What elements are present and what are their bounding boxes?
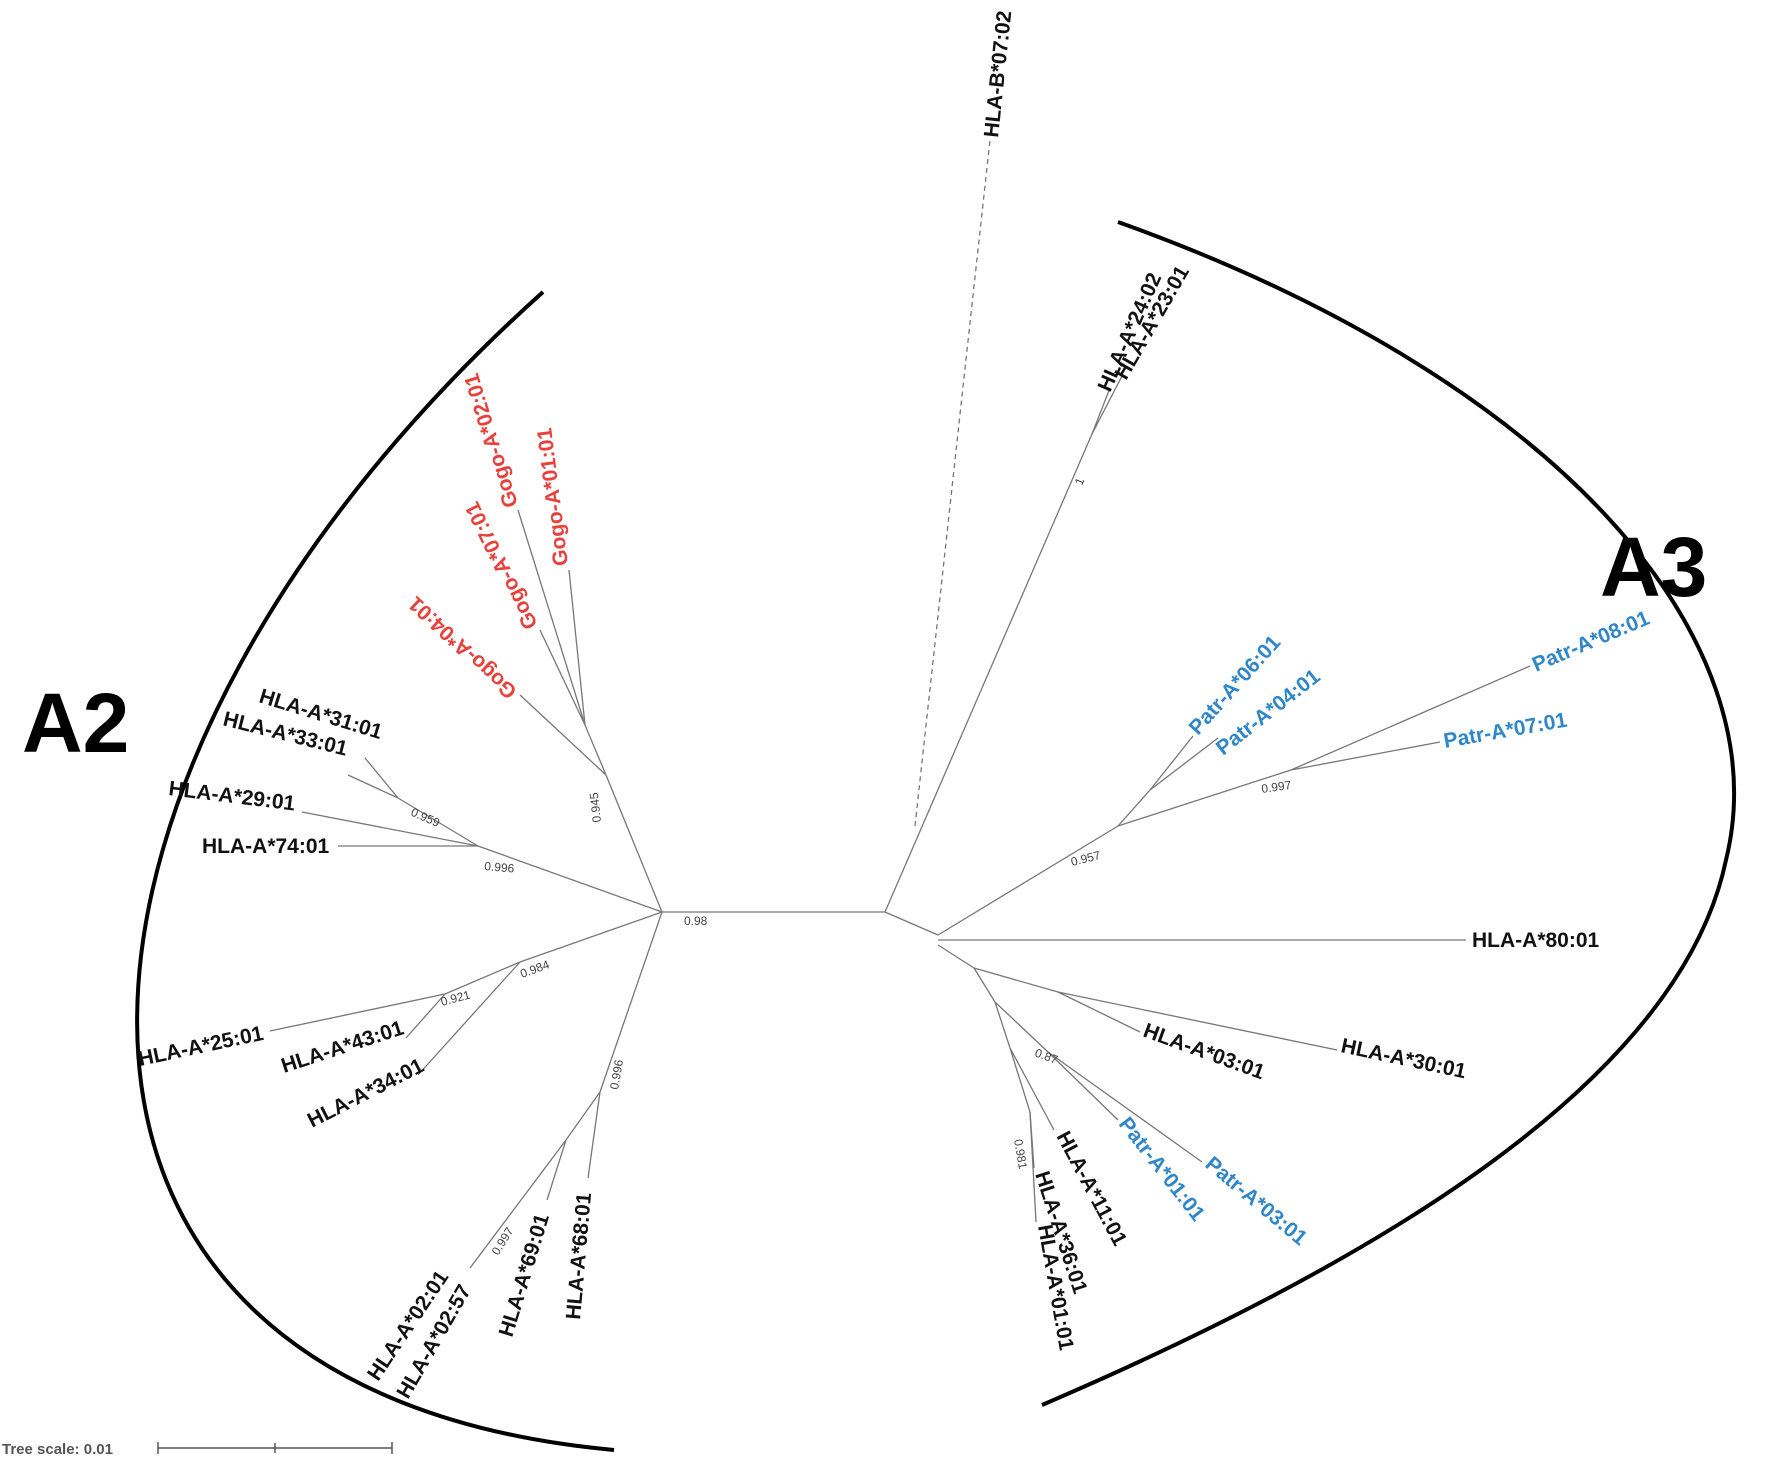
branch-right-up (884, 433, 1093, 913)
branch-a0301 (1057, 991, 1141, 1033)
branch-left-upper (605, 774, 663, 913)
leaf-patr-a0801: Patr-A*08:01 (1529, 607, 1653, 677)
branch-a02 (469, 1139, 567, 1269)
support-a43-a34: 0.921 (439, 988, 472, 1009)
support-a03-patr: 0.87 (1033, 1046, 1060, 1067)
clade-arc-a3 (1041, 220, 1736, 1407)
leaf-hla-a3001: HLA-A*30:01 (1339, 1034, 1469, 1083)
leaf-hla-a0301: HLA-A*03:01 (1140, 1019, 1268, 1084)
branch-patr-0801 (1290, 665, 1531, 771)
leaf-patr-a0701: Patr-A*07:01 (1442, 709, 1569, 753)
branch-a30-group (973, 967, 1059, 993)
leaf-hla-a7401: HLA-A*74:01 (202, 835, 330, 858)
leaf-gogo-a0101: Gogo-A*01:01 (533, 426, 573, 567)
support-a69-a02: 0.997 (489, 1224, 517, 1257)
branch-patr-group (937, 825, 1119, 936)
branch-gogo-0701 (539, 629, 586, 726)
branch-patr-0601-0401 (1117, 789, 1151, 827)
branch-a31-a33 (397, 797, 479, 847)
branch-left-a29-group (477, 845, 663, 913)
leaf-gogo-a0701: Gogo-A*07:01 (461, 498, 543, 633)
tree-scale: Tree scale: 0.01 (2, 1441, 393, 1457)
support-values: 0.98 1 0.957 0.997 0.87 0.981 0.945 0.95… (409, 475, 1293, 1257)
branch-left-a25-group (519, 911, 663, 963)
clade-label-a3: A3 (1600, 520, 1707, 614)
leaf-gogo-a0201: Gogo-A*02:01 (460, 370, 523, 510)
support-a24-a23: 1 (1072, 475, 1088, 487)
branch-a3401 (417, 961, 521, 1076)
leaf-hla-b0702: HLA-B*07:02 (980, 10, 1016, 139)
branch-a2501 (269, 993, 446, 1032)
branch-patr-0101 (1047, 1051, 1119, 1121)
branch-outgroup-hla-b0702 (914, 139, 991, 827)
support-a31-a33: 0.959 (409, 805, 442, 830)
branch-a23 (1091, 375, 1123, 435)
leaf-labels: HLA-B*07:02 HLA-A*24:02 HLA-A*23:01 Patr… (136, 10, 1653, 1403)
support-a29-group: 0.996 (484, 859, 515, 876)
branch-patr-0401 (1149, 737, 1219, 791)
branch-a0101 (1029, 1111, 1037, 1223)
branch-a36-a01 (1009, 1047, 1031, 1113)
branch-patr-0701 (1290, 741, 1441, 771)
branch-a11-group (994, 1001, 1011, 1049)
support-patr-0801-0701: 0.997 (1260, 778, 1292, 796)
tree-scale-label: Tree scale: 0.01 (2, 1441, 113, 1457)
branch-patr-0601 (1149, 735, 1194, 791)
branch-right-trunk (884, 911, 939, 936)
branch-a6801 (587, 1091, 601, 1179)
leaf-gogo-a0401: Gogo-A*04:01 (404, 591, 521, 703)
branch-patr-0301 (1047, 1051, 1203, 1163)
branch-a1101 (1009, 1047, 1055, 1131)
branch-gogo-0101 (568, 569, 586, 726)
leaf-hla-a8001: HLA-A*80:01 (1472, 929, 1600, 952)
leaf-hla-a6801: HLA-A*68:01 (562, 1191, 596, 1320)
branch-a69-a02 (565, 1091, 601, 1141)
clade-arc-a2 (135, 290, 615, 1452)
clade-label-a2: A2 (22, 676, 129, 770)
support-a11-a36-a01: 0.981 (1011, 1138, 1030, 1170)
branch-patr-0801-0701 (1117, 769, 1292, 827)
branch-a3101 (364, 757, 399, 799)
branch-a3001 (1057, 991, 1338, 1051)
leaf-patr-a0101: Patr-A*01:01 (1114, 1113, 1209, 1226)
branch-gogo-group (584, 724, 607, 776)
branch-lower-right (937, 944, 975, 969)
branch-gogo-0401 (519, 694, 607, 776)
support-patr-group: 0.957 (1069, 848, 1102, 869)
branch-a3301 (347, 774, 399, 799)
branch-patr-01-03 (994, 1001, 1049, 1053)
branch-gogo-0201 (517, 509, 586, 726)
leaf-hla-a2901: HLA-A*29:01 (167, 777, 296, 815)
tree-branches (269, 139, 1531, 1269)
support-a68-group: 0.996 (607, 1058, 626, 1090)
support-gogo: 0.945 (587, 791, 604, 823)
branch-a6901 (546, 1139, 567, 1201)
branch-a24 (1091, 387, 1111, 435)
leaf-hla-a3401: HLA-A*34:01 (304, 1054, 428, 1132)
branch-left-lower (599, 911, 663, 1093)
leaf-hla-a2501: HLA-A*25:01 (136, 1022, 266, 1071)
branch-a43-a34 (444, 961, 521, 995)
branch-a03-lower (973, 967, 996, 1003)
support-root: 0.98 (684, 914, 708, 928)
branch-a4301 (405, 993, 446, 1039)
branch-a2901 (301, 811, 479, 847)
leaf-patr-a0301: Patr-A*03:01 (1201, 1152, 1312, 1250)
